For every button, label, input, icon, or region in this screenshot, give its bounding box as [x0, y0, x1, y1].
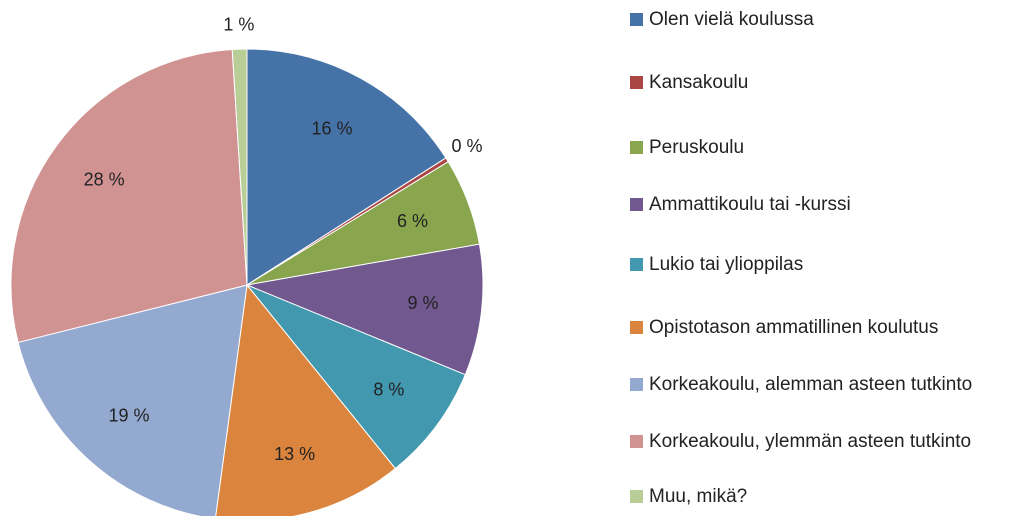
pie-slice — [17, 284, 248, 516]
pie-slice — [10, 48, 248, 344]
pie-slice — [246, 48, 447, 286]
data-label: 19 % — [108, 406, 149, 426]
legend-swatch — [630, 321, 643, 334]
legend-label: Korkeakoulu, alemman asteen tutkinto — [649, 374, 973, 395]
legend-entry: Lukio tai ylioppilas — [630, 251, 1030, 278]
legend-entry: Opistotason ammatillinen koulutus — [630, 314, 1030, 341]
legend-swatch — [630, 13, 643, 26]
legend-swatch — [630, 378, 643, 391]
legend-label: Ammattikoulu tai -kurssi — [649, 194, 851, 215]
legend-label: Muu, mikä? — [649, 486, 748, 507]
legend-entry: Muu, mikä? — [630, 483, 1030, 510]
pie-chart: 16 % 0 % 6 % 9 % 8 % 13 % 19 % 28 % 1 % — [10, 14, 484, 516]
legend-label: Kansakoulu — [649, 72, 749, 93]
pie-slice — [231, 48, 248, 286]
pie-slice — [246, 284, 466, 470]
legend-swatch — [630, 258, 643, 271]
legend-label: Lukio tai ylioppilas — [649, 254, 804, 275]
data-label: 0 % — [452, 136, 483, 156]
data-label: 28 % — [84, 169, 125, 189]
legend-entry: Ammattikoulu tai -kurssi — [630, 191, 1030, 218]
legend-entry: Korkeakoulu, ylemmän asteen tutkinto — [630, 428, 1030, 455]
legend-entry: Kansakoulu — [630, 69, 1030, 96]
legend-swatch — [630, 76, 643, 89]
pie-slice — [245, 243, 484, 376]
data-label: 6 % — [397, 211, 428, 231]
legend-swatch — [630, 198, 643, 211]
legend-label: Peruskoulu — [649, 137, 745, 158]
data-label: 9 % — [407, 293, 438, 313]
legend-swatch — [630, 490, 643, 503]
data-label: 13 % — [274, 444, 315, 464]
data-label: 16 % — [312, 119, 353, 139]
legend-swatch — [630, 435, 643, 448]
legend: Olen vielä koulussa Kansakoulu Peruskoulu A… — [630, 0, 1034, 516]
legend-swatch — [630, 141, 643, 154]
legend-label: Olen vielä koulussa — [649, 9, 814, 30]
legend-entry: Peruskoulu — [630, 134, 1030, 161]
data-label: 1 % — [223, 14, 254, 34]
data-label: 8 % — [373, 380, 404, 400]
legend-label: Opistotason ammatillinen koulutus — [649, 317, 939, 338]
legend-label: Korkeakoulu, ylemmän asteen tutkinto — [649, 431, 972, 452]
pie-slice — [215, 283, 397, 516]
legend-entry: Olen vielä koulussa — [630, 6, 1030, 33]
legend-entry: Korkeakoulu, alemman asteen tutkinto — [630, 371, 1030, 398]
